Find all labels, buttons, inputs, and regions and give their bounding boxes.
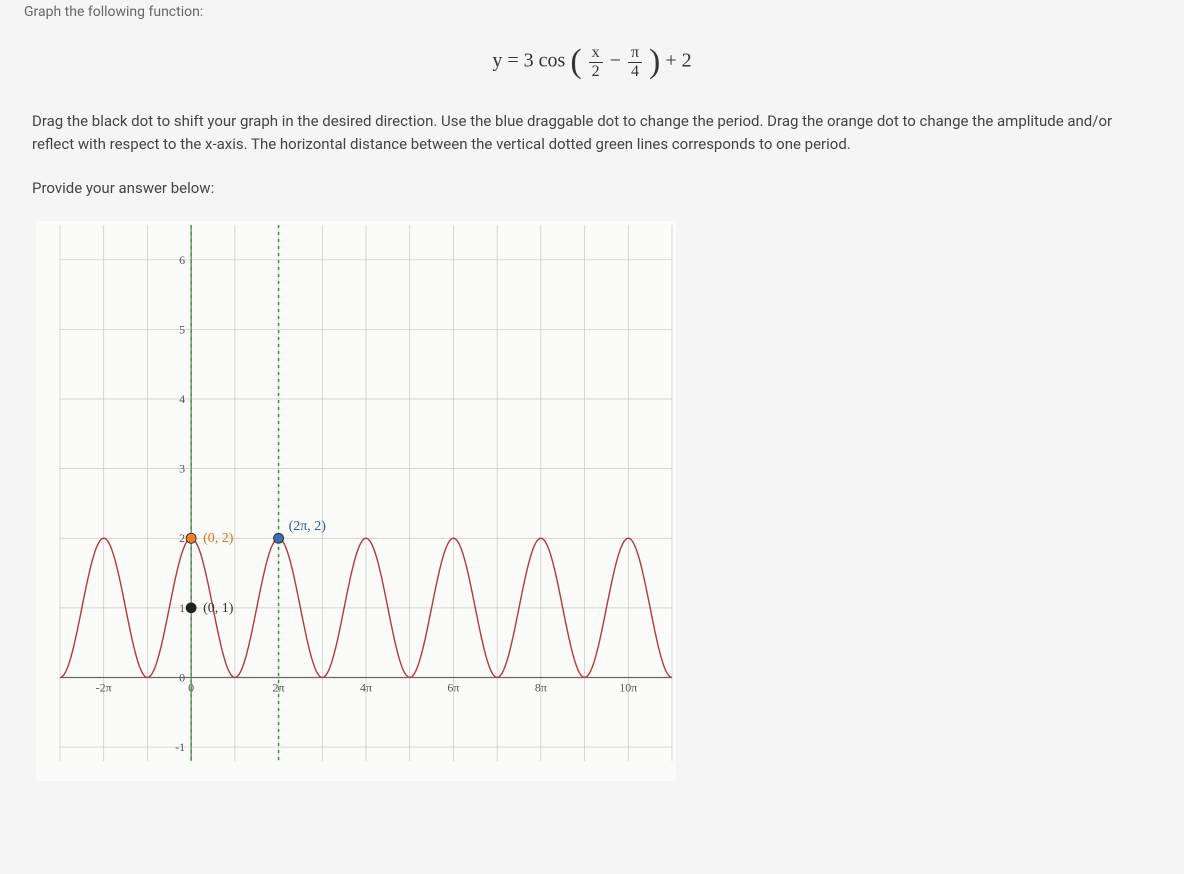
equation: y = 3 cos ( x 2 − π 4 ) + 2 xyxy=(24,24,1160,110)
y-tick-label: 0 xyxy=(179,671,185,685)
x-tick-label: -2π xyxy=(96,681,112,695)
frac2-den: 4 xyxy=(628,63,642,81)
amplitude-handle-orange[interactable] xyxy=(186,533,196,543)
x-tick-label: 4π xyxy=(360,681,372,695)
interactive-graph[interactable]: -2π02π4π6π8π10π-10123456(0, 2)(2π, 2)(0,… xyxy=(36,221,676,781)
y-tick-label: 3 xyxy=(179,462,185,476)
period-handle-blue[interactable] xyxy=(274,533,284,543)
equation-lhs: y = 3 cos xyxy=(492,50,565,72)
x-tick-label: 6π xyxy=(447,681,459,695)
x-tick-label: 10π xyxy=(619,681,637,695)
fraction-pi-over-4: π 4 xyxy=(628,44,642,80)
blue-dot-label: (2π, 2) xyxy=(289,519,327,534)
minus: − xyxy=(610,50,626,72)
paren-close: ) xyxy=(649,43,660,80)
x-tick-label: 8π xyxy=(535,681,547,695)
fraction-x-over-2: x 2 xyxy=(589,44,603,80)
y-tick-label: 1 xyxy=(179,601,185,615)
frac2-num: π xyxy=(628,44,642,63)
y-tick-label: 6 xyxy=(179,253,185,267)
y-tick-label: 2 xyxy=(179,531,185,545)
y-tick-label: 4 xyxy=(179,392,185,406)
prompt-text: Provide your answer below: xyxy=(24,179,1160,221)
frac1-num: x xyxy=(589,44,603,63)
equation-tail: + 2 xyxy=(665,50,691,72)
black-dot-label: (0, 1) xyxy=(203,601,234,616)
frac1-den: 2 xyxy=(589,63,603,81)
orange-dot-label: (0, 2) xyxy=(203,531,234,546)
y-tick-label: 5 xyxy=(179,323,185,337)
shift-handle-black[interactable] xyxy=(186,603,196,613)
y-tick-label: -1 xyxy=(175,740,185,754)
graph-container: -2π02π4π6π8π10π-10123456(0, 2)(2π, 2)(0,… xyxy=(24,221,1160,781)
page-title: Graph the following function: xyxy=(24,0,1160,24)
instructions-text: Drag the black dot to shift your graph i… xyxy=(24,110,1160,179)
paren-open: ( xyxy=(570,43,581,80)
